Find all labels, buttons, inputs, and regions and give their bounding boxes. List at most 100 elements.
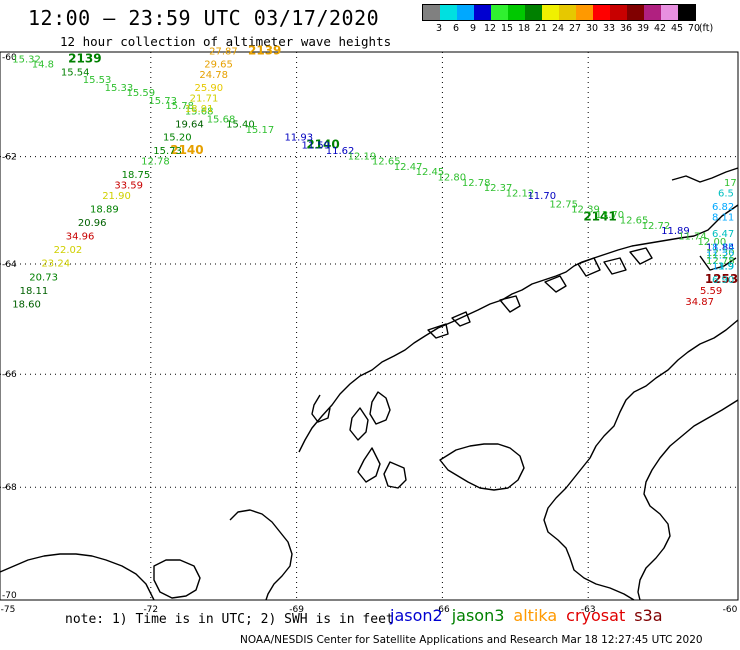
color-scale-label: 24 [551,23,565,34]
longitude-label: -72 [143,605,158,615]
wave-height-value: 3.9 [718,261,734,272]
wave-height-value: 11.84 [706,242,735,253]
wave-height-value: 18.89 [90,205,119,216]
wave-height-value: 12.75 [549,199,578,210]
color-scale-label: 30 [585,23,599,34]
wave-height-value: 20.96 [78,218,107,229]
wave-height-value: 12.80 [438,173,467,184]
wave-height-value: 12.19 [348,151,377,162]
wave-height-value: 18.60 [12,300,41,311]
wave-height-value: 15.40 [226,120,255,131]
wave-height-value: 12.65 [372,157,401,168]
wave-height-value: 25.90 [195,83,224,94]
satellite-legend-item: cryosat [566,606,626,625]
track-label: 2139 [248,44,281,58]
wave-height-value: 15.54 [61,67,90,78]
wave-height-value: 15.32 [12,54,41,65]
longitude-label: -69 [289,605,304,615]
color-scale-swatch [593,5,610,20]
color-scale-label: 33 [602,23,616,34]
color-scale-label: 18 [517,23,531,34]
color-scale-swatch [542,5,559,20]
wave-height-value: 12.39 [571,205,600,216]
track-label: 2141 [583,210,616,224]
wave-height-value: 15.78 [165,101,194,112]
color-scale-label: 45 [670,23,684,34]
wave-height-value: 11.89 [661,226,690,237]
wave-height-value: 12.72 [642,221,671,232]
observations: 15.3214.815.5415.5315.3315.5915.7315.781… [12,47,736,311]
wave-height-value: 8.15 [712,242,734,253]
color-scale-label: 9 [469,23,477,34]
wave-height-value: 27.87 [209,47,238,58]
wave-height-value: 11.59 [301,141,330,152]
wave-height-value: 12.45 [416,167,445,178]
wave-height-value: 15.73 [148,96,177,107]
color-scale-label: 39 [636,23,650,34]
color-scale-label: 27 [568,23,582,34]
satellite-legend-item: altika [513,606,558,625]
color-scale-label: 42 [653,23,667,34]
footer-note: note: 1) Time is in UTC; 2) SWH is in fe… [65,612,394,627]
track-label: 1253 [705,272,738,286]
wave-height-value: 12.37 [484,183,513,194]
color-scale-swatch [610,5,627,20]
wave-height-value: 15.68 [185,106,214,117]
wave-height-value: 6.47 [712,229,734,240]
wave-height-value: 18.75 [122,170,151,181]
wave-height-value: 12.00 [698,237,727,248]
wave-height-value: 5.59 [700,286,722,297]
track-labels: 2139 2139 2140 2140 2141 1253 [68,44,738,287]
track-label: 2140 [170,143,203,157]
wave-height-value: 11.74 [678,232,707,243]
page-title: 12:00 — 23:59 UTC 03/17/2020 [28,6,380,30]
wave-height-value: 15.20 [163,133,192,144]
color-scale-label: 36 [619,23,633,34]
color-scale-label: 15 [500,23,514,34]
graticule: -75 -72 -69 -66 -63 -60 -60 -62 -64 -66 -68 -70 [0,52,738,615]
color-scale-swatch [440,5,457,20]
latitude-label: -64 [2,260,17,270]
wave-height-value: 12.78 [462,178,491,189]
wave-height-value: 29.65 [204,60,233,71]
latitude-label: -70 [2,591,17,601]
wave-height-value: 12.12 [506,189,535,200]
wave-height-value: 6.82 [712,202,734,213]
map-frame [0,51,739,601]
color-scale-swatch [627,5,644,20]
page-subtitle: 12 hour collection of altimeter wave hei… [60,34,392,49]
wave-height-value: 11.62 [326,146,355,157]
satellite-legend-item: s3a [634,606,663,625]
wave-height-value: 12.47 [394,162,423,173]
wave-height-value: 14.8 [32,60,54,71]
wave-height-value: 34.87 [685,297,714,308]
color-scale-label: 12 [483,23,497,34]
color-scale-swatch [474,5,491,20]
color-scale-label: 70 [687,23,701,34]
satellite-legend: jason2 jason3 altika cryosat s3a [390,606,672,625]
wave-height-value: 21.90 [102,191,131,202]
wave-height-value: 23.24 [41,259,70,270]
color-scale-labels: 3 6 9 12 15 18 21 24 27 30 33 36 39 42 45 70 (ft) [422,21,713,34]
footer-credit: NOAA/NESDIS Center for Satellite Applica… [240,634,703,646]
color-scale-label: 21 [534,23,548,34]
wave-height-value: 13.70 [595,210,624,221]
antarctic-coastline [0,167,739,601]
color-scale-label: 6 [452,23,460,34]
wave-height-value: 33.59 [114,181,143,192]
wave-height-value: 6.5 [718,189,734,200]
wave-height-value: 15.59 [127,88,156,99]
wave-height-value: 12.78 [706,256,735,267]
wave-height-value: 15.68 [207,114,236,125]
wave-height-value: 11.9 [712,261,734,272]
wave-height-value: 18.11 [20,286,49,297]
color-scale-swatch [576,5,593,20]
color-scale-swatch [644,5,661,20]
wave-height-value: 20.73 [29,272,58,283]
color-scale-label: 3 [435,23,443,34]
color-scale-swatch [457,5,474,20]
latitude-label: -60 [2,53,17,63]
longitude-label: -60 [723,605,738,615]
wave-height-value: 18.91 [185,104,214,115]
color-scale-swatch [491,5,508,20]
